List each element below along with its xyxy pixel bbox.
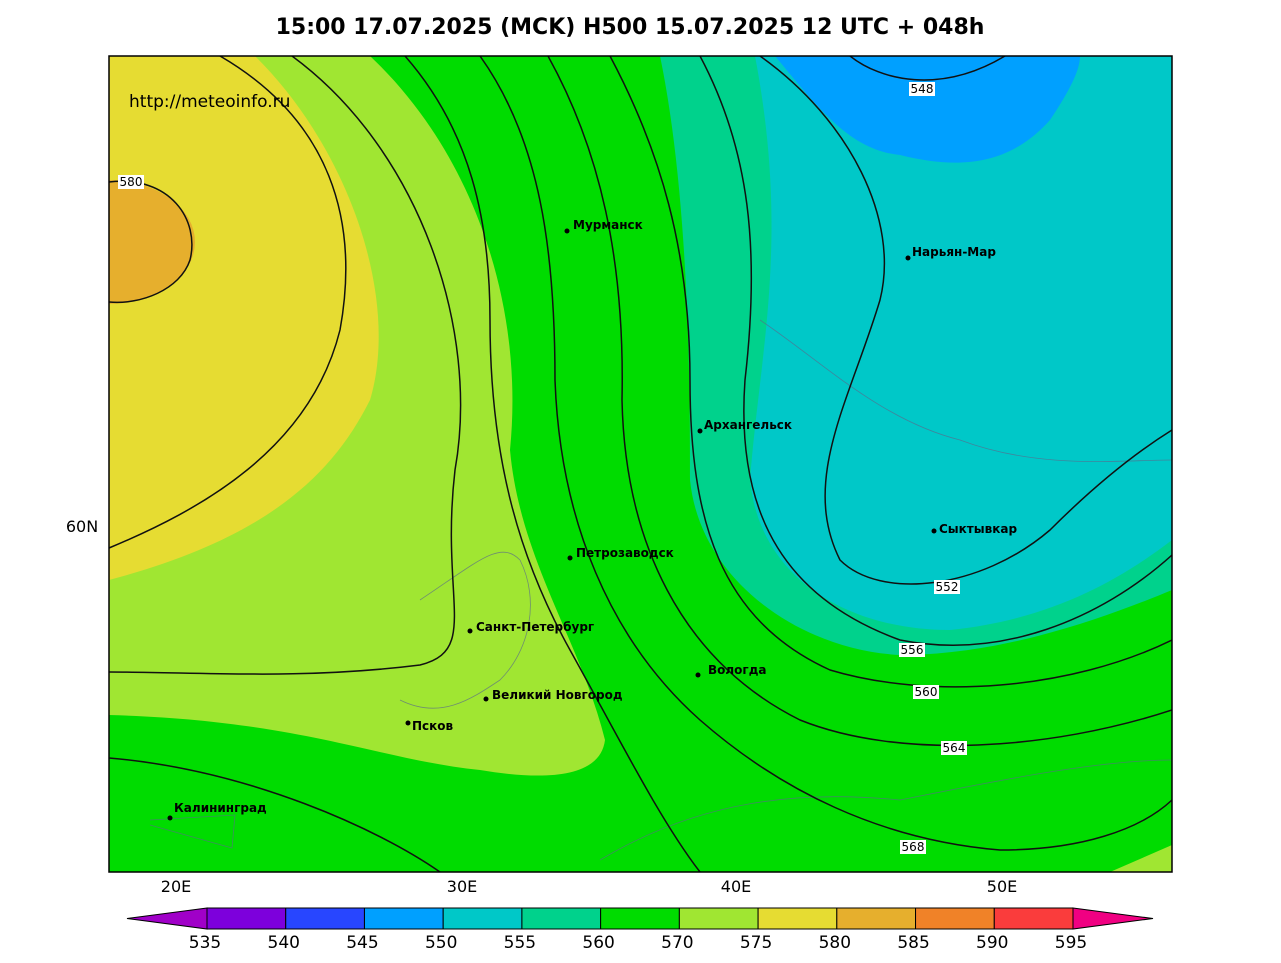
city-label: Сыктывкар bbox=[939, 522, 1017, 536]
colorbar-label: 560 bbox=[582, 933, 614, 953]
contour-label-box bbox=[909, 82, 935, 96]
contour-label-box bbox=[900, 840, 926, 854]
city-dot bbox=[697, 428, 703, 434]
city-dot bbox=[695, 672, 701, 678]
lon-label: 50E bbox=[987, 877, 1017, 896]
colorbar-label: 575 bbox=[740, 933, 772, 953]
city-label: Великий Новгород bbox=[492, 688, 623, 702]
contour-label-box bbox=[913, 685, 939, 699]
contour-label: 552 bbox=[936, 580, 959, 594]
contour-label: 568 bbox=[902, 840, 925, 854]
lon-labels: 20E 30E 40E 50E bbox=[161, 877, 1017, 896]
contour-label: 548 bbox=[911, 82, 934, 96]
field-575-580 bbox=[109, 56, 379, 580]
colorbar-extend bbox=[1072, 907, 1154, 930]
field-550-555 bbox=[750, 56, 1172, 630]
colorbar-segment bbox=[206, 907, 287, 930]
colorbar-label: 555 bbox=[504, 933, 536, 953]
colorbar-label: 580 bbox=[819, 933, 851, 953]
city-dot bbox=[167, 815, 173, 821]
colorbar: 535 540 545 550 555 560 570 575 580 585 590 595 bbox=[126, 907, 1154, 953]
city-dot bbox=[483, 696, 489, 702]
colorbar-segment bbox=[678, 907, 759, 930]
city-label: Калининград bbox=[174, 801, 267, 815]
colorbar-segment bbox=[600, 907, 680, 930]
city-label: Петрозаводск bbox=[576, 546, 674, 560]
colorbar-extend bbox=[126, 907, 208, 930]
city-dot bbox=[467, 628, 473, 634]
field-570-575 bbox=[1110, 845, 1172, 872]
colorbar-segment bbox=[915, 907, 995, 930]
colorbar-label: 585 bbox=[897, 933, 929, 953]
colorbar-segment bbox=[363, 907, 444, 930]
colorbar-label: 570 bbox=[661, 933, 693, 953]
contour-label-box bbox=[934, 580, 960, 594]
contour-label: 564 bbox=[943, 741, 966, 755]
colorbar-segment bbox=[993, 907, 1074, 930]
colorbar-label: 545 bbox=[346, 933, 378, 953]
colorbar-label: 590 bbox=[976, 933, 1008, 953]
field-545-550 bbox=[775, 56, 1080, 163]
contours bbox=[109, 56, 1172, 872]
contour-label-box bbox=[118, 175, 144, 189]
colorbar-segment bbox=[285, 907, 365, 930]
colorbar-segment bbox=[442, 907, 523, 930]
city-label: Псков bbox=[412, 719, 454, 733]
city-dot bbox=[931, 528, 937, 534]
colorbar-label: 535 bbox=[189, 933, 221, 953]
contour-labels: 548 580 552 556 560 564 568 bbox=[118, 82, 967, 854]
city-label: Нарьян-Мар bbox=[912, 245, 996, 259]
title: 15:00 17.07.2025 (MCK) H500 15.07.2025 1… bbox=[276, 15, 985, 40]
contour-label-box bbox=[899, 643, 925, 657]
contour-label: 580 bbox=[120, 175, 143, 189]
colorbar-label: 540 bbox=[268, 933, 300, 953]
cities: Мурманск Нарьян-Мар Архангельск Сыктывкар Пе… bbox=[167, 218, 1017, 821]
lon-label: 20E bbox=[161, 877, 191, 896]
city-label: Санкт-Петербург bbox=[476, 620, 594, 634]
city-label: Вологда bbox=[708, 663, 766, 677]
contour-label: 556 bbox=[901, 643, 924, 657]
colorbar-segment bbox=[757, 907, 838, 930]
colorbar-segment bbox=[836, 907, 917, 930]
colorbar-label: 550 bbox=[425, 933, 457, 953]
lat-label: 60N bbox=[66, 517, 98, 536]
city-label: Архангельск bbox=[704, 418, 792, 432]
borders bbox=[149, 319, 1172, 861]
city-dot bbox=[405, 720, 411, 726]
colorbar-label: 595 bbox=[1055, 933, 1087, 953]
contour-label-box bbox=[941, 741, 967, 755]
lon-label: 40E bbox=[721, 877, 751, 896]
city-dot bbox=[905, 255, 911, 261]
map-fields bbox=[109, 56, 1172, 872]
colorbar-segment bbox=[521, 907, 602, 930]
city-dot bbox=[567, 555, 573, 561]
map-frame bbox=[108, 55, 1173, 873]
lon-label: 30E bbox=[447, 877, 477, 896]
watermark: http://meteoinfo.ru bbox=[129, 92, 290, 112]
contour-label: 560 bbox=[915, 685, 938, 699]
city-label: Мурманск bbox=[573, 218, 643, 232]
field-580-585 bbox=[109, 180, 195, 304]
city-dot bbox=[564, 228, 570, 234]
